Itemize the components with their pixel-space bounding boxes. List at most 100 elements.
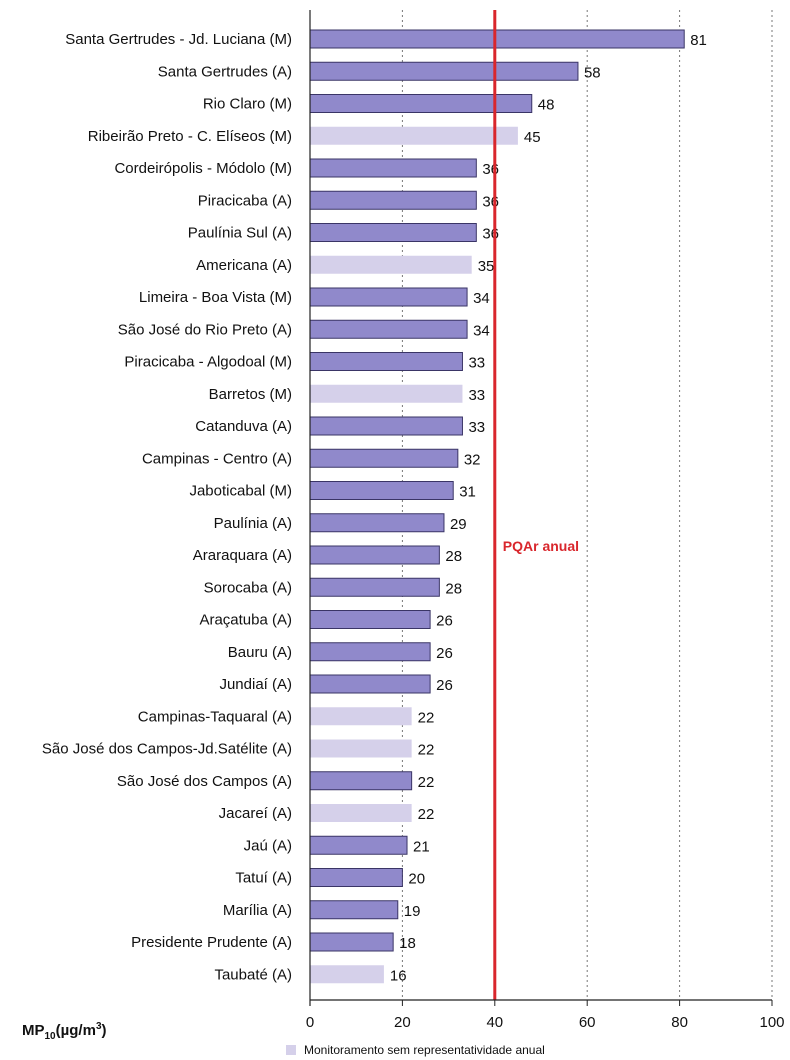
- category-label: Araraquara (A): [193, 547, 292, 564]
- category-label: Barretos (M): [209, 386, 292, 403]
- bar: [309, 448, 459, 468]
- bar: [310, 739, 412, 758]
- value-label: 22: [418, 742, 435, 759]
- reference-line-group: PQAr anual: [493, 10, 579, 1000]
- category-label: Campinas-Taquaral (A): [138, 708, 292, 725]
- value-label: 33: [468, 419, 485, 436]
- value-label: 48: [538, 97, 555, 114]
- x-tick-label: 0: [306, 1014, 314, 1031]
- bar: [309, 94, 533, 113]
- legend-swatch: [286, 1045, 296, 1055]
- bar: [309, 287, 468, 307]
- value-label: 18: [399, 935, 416, 952]
- value-label: 33: [468, 355, 485, 372]
- value-label: 22: [418, 806, 435, 823]
- x-axis-unit-label: MP10(µg/m3): [22, 1021, 107, 1042]
- category-label: Paulínia (A): [214, 515, 292, 532]
- bar: [309, 868, 403, 887]
- value-label: 26: [436, 613, 453, 630]
- unit-subscript: 10: [44, 1031, 56, 1042]
- bar: [309, 352, 463, 371]
- category-label: Presidente Prudente (A): [131, 934, 292, 951]
- x-tick-label: 20: [394, 1014, 411, 1031]
- category-label: São José dos Campos-Jd.Satélite (A): [42, 741, 292, 758]
- value-label: 45: [524, 129, 541, 146]
- category-label: Jundiaí (A): [219, 676, 292, 693]
- bar: [309, 481, 454, 500]
- value-label: 28: [445, 580, 462, 597]
- category-label: Catanduva (A): [195, 418, 292, 435]
- value-label: 20: [408, 871, 425, 888]
- category-label: Tatuí (A): [235, 870, 292, 887]
- value-label: 29: [450, 516, 467, 533]
- x-tick-label: 60: [579, 1014, 596, 1031]
- legend: Monitoramento sem representatividade anu…: [286, 1043, 545, 1057]
- category-label: Bauru (A): [228, 644, 292, 661]
- bar: [309, 545, 440, 565]
- value-label: 26: [436, 645, 453, 662]
- bar: [309, 319, 468, 339]
- category-label: Campinas - Centro (A): [142, 450, 292, 467]
- category-label: Piracicaba (A): [198, 192, 292, 209]
- bar: [310, 126, 518, 145]
- x-tick-label: 80: [671, 1014, 688, 1031]
- axes: 0 20 40 60 80 100: [306, 10, 785, 1031]
- unit-base: MP: [22, 1022, 45, 1039]
- value-label: 36: [482, 193, 499, 210]
- bar: [309, 674, 431, 694]
- category-label: Jacareí (A): [219, 805, 292, 822]
- category-label: Jaú (A): [244, 837, 292, 854]
- category-label: Jaboticabal (M): [189, 483, 292, 500]
- category-label: Paulínia Sul (A): [188, 225, 292, 242]
- category-label: Ribeirão Preto - C. Elíseos (M): [88, 128, 292, 145]
- bar: [309, 158, 477, 178]
- value-label: 34: [473, 290, 490, 307]
- category-label: Limeira - Boa Vista (M): [139, 289, 292, 306]
- value-label: 32: [464, 451, 481, 468]
- value-label: 22: [418, 709, 435, 726]
- value-label: 16: [390, 967, 407, 984]
- bar: [310, 804, 412, 822]
- category-label: São José dos Campos (A): [117, 773, 292, 790]
- bar: [309, 932, 394, 952]
- bar: [309, 771, 413, 791]
- bar: [309, 642, 431, 662]
- bar: [309, 577, 440, 597]
- unit-open: (µg/m: [55, 1022, 96, 1039]
- value-label: 28: [445, 548, 462, 565]
- category-label: Americana (A): [196, 257, 292, 274]
- bar: [309, 900, 399, 920]
- category-label: Cordeirópolis - Módolo (M): [114, 160, 292, 177]
- category-label: Sorocaba (A): [204, 579, 292, 596]
- bar: [309, 513, 445, 533]
- value-label: 33: [468, 387, 485, 404]
- bar: [309, 223, 477, 242]
- category-label: Araçatuba (A): [199, 612, 292, 629]
- category-label: Piracicaba - Algodoal (M): [124, 354, 292, 371]
- category-label: Marília (A): [223, 902, 292, 919]
- bar: [310, 707, 412, 726]
- value-label: 58: [584, 64, 601, 81]
- value-label: 31: [459, 484, 476, 501]
- category-label: Santa Gertrudes - Jd. Luciana (M): [65, 31, 292, 48]
- bar: [309, 610, 431, 629]
- bar: [309, 416, 463, 436]
- value-label: 22: [418, 774, 435, 791]
- value-label: 21: [413, 838, 430, 855]
- bar: [310, 255, 472, 274]
- bar: [309, 29, 685, 49]
- value-label: 36: [482, 161, 499, 178]
- reference-line-label: PQAr anual: [503, 538, 579, 554]
- unit-superscript: 3: [95, 1021, 102, 1032]
- bar: [310, 965, 384, 984]
- value-label: 34: [473, 322, 490, 339]
- unit-close: ): [101, 1022, 107, 1039]
- bars: Santa Gertrudes - Jd. Luciana (M) 81 Santa…: [42, 29, 707, 984]
- value-label: 81: [690, 32, 707, 49]
- x-tick-label: 100: [759, 1014, 784, 1031]
- legend-label: Monitoramento sem representatividade anu…: [304, 1043, 545, 1057]
- bar: [310, 384, 463, 403]
- category-label: São José do Rio Preto (A): [118, 321, 292, 338]
- category-label: Santa Gertrudes (A): [158, 63, 292, 80]
